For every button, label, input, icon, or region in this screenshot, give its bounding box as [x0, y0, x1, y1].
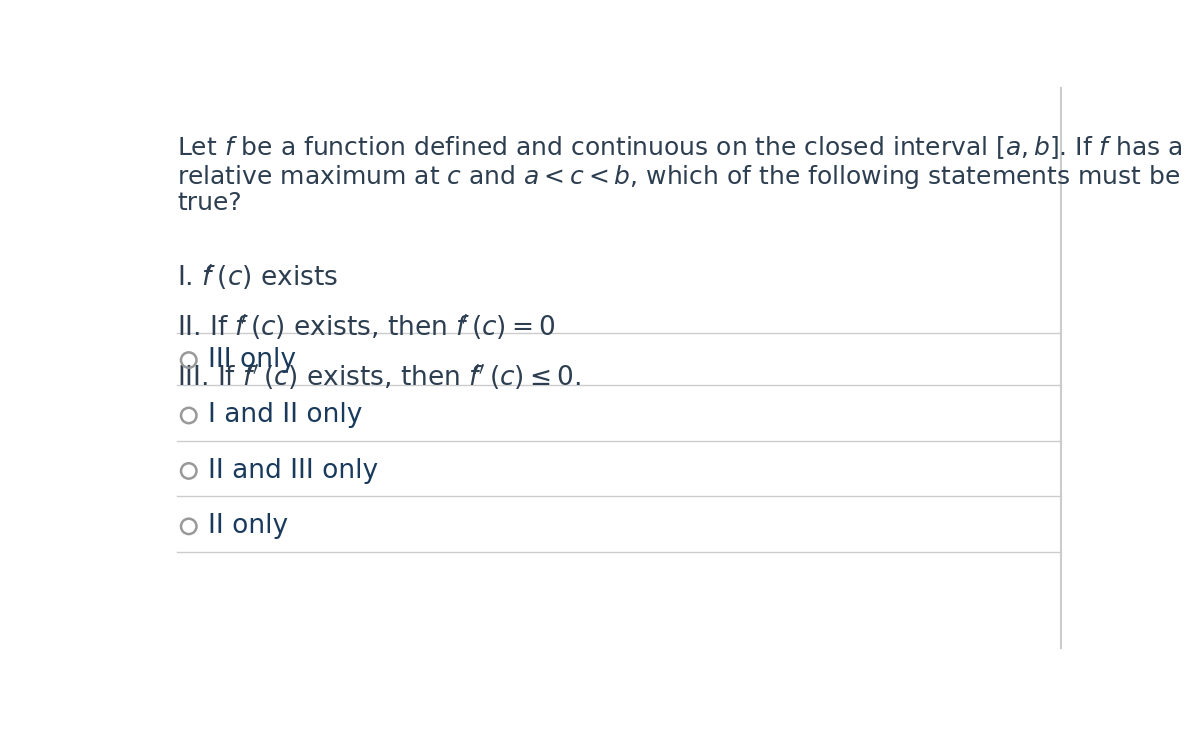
- Text: true?: true?: [178, 192, 241, 216]
- Text: Let $f$ be a function defined and continuous on the closed interval $[a, b]$. If: Let $f$ be a function defined and contin…: [178, 134, 1183, 161]
- Text: II. If $\mathit{f}\!'\,(c)$ exists, then $\mathit{f}\!'\,(c) = 0$: II. If $\mathit{f}\!'\,(c)$ exists, then…: [178, 312, 556, 343]
- Text: II only: II only: [208, 513, 288, 539]
- Text: relative maximum at $c$ and $a < c < b$, which of the following statements must : relative maximum at $c$ and $a < c < b$,…: [178, 163, 1181, 191]
- Text: II and III only: II and III only: [208, 458, 378, 484]
- Text: III. If $\mathit{f}\!''\,(c)$ exists, then $\mathit{f}\!''\,(c) \leq 0$.: III. If $\mathit{f}\!''\,(c)$ exists, th…: [178, 362, 581, 392]
- Text: III only: III only: [208, 347, 296, 373]
- Text: I. $\mathit{f}\!'\,(c)$ exists: I. $\mathit{f}\!'\,(c)$ exists: [178, 262, 338, 292]
- Text: I and II only: I and II only: [208, 402, 362, 429]
